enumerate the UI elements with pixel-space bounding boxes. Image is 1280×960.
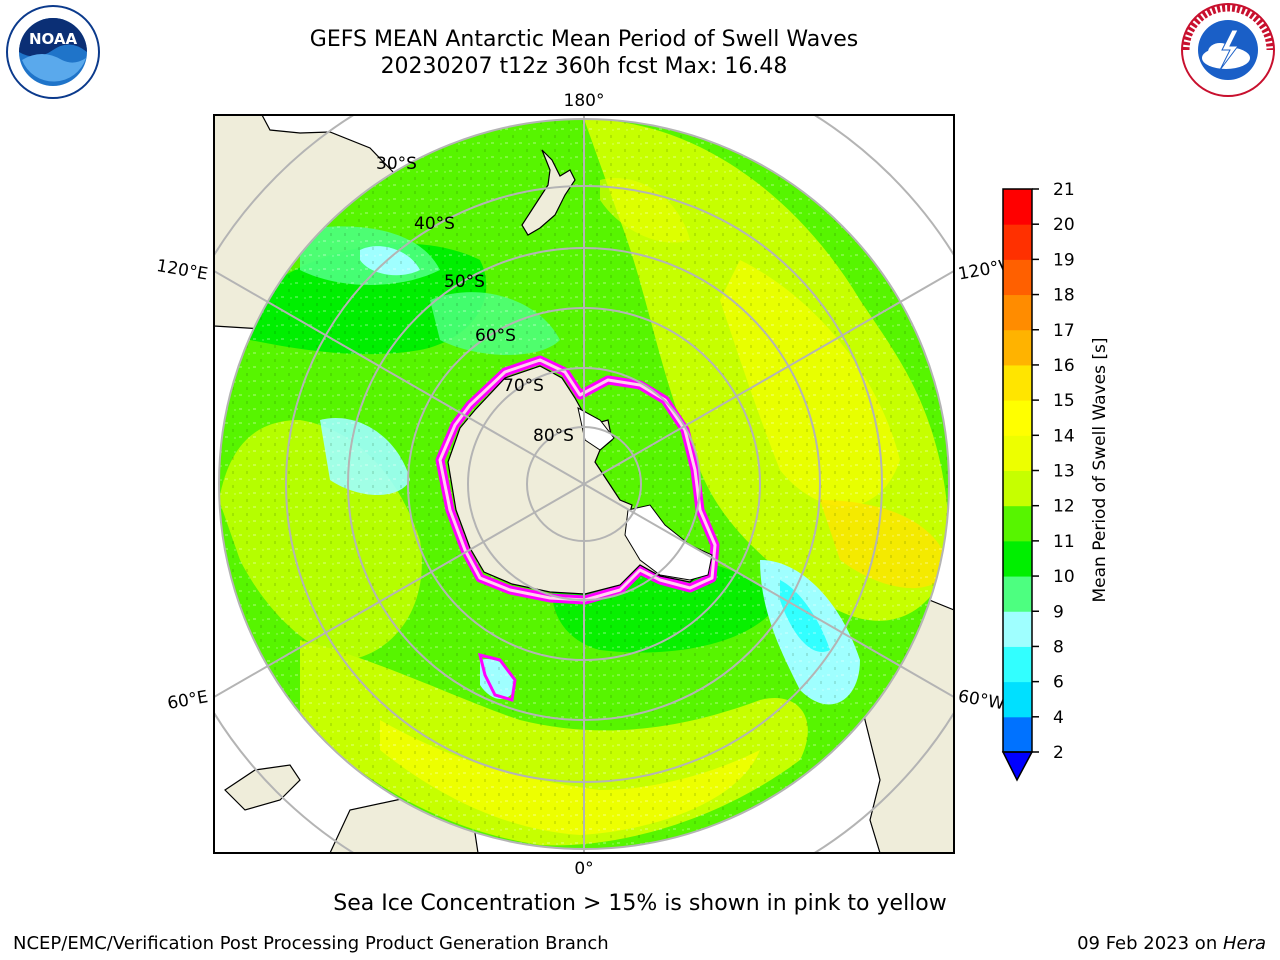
colorbar-swatch [1003,611,1032,647]
colorbar: 2 4 6 8 9 10 11 12 13 14 15 16 17 18 19 20 21 Mean Perio… [1001,180,1110,782]
colorbar-tick-label: 12 [1053,497,1075,517]
colorbar-swatch [1003,470,1032,507]
colorbar-swatch [1003,294,1032,331]
colorbar-swatch [1003,435,1032,471]
colorbar-tick-label: 2 [1053,743,1064,763]
colorbar-tick-label: 14 [1053,426,1075,446]
colorbar-swatch [1003,681,1032,718]
lat-label-30s: 30°S [376,154,417,174]
colorbar-tick-label: 19 [1053,250,1075,270]
colorbar-tick-label: 13 [1053,462,1075,482]
noaa-logo-icon: NOAA [6,5,100,99]
lat-label-60s: 60°S [475,326,516,346]
map-frame-border [213,114,955,854]
colorbar-tick-label: 16 [1053,356,1075,376]
lat-label-50s: 50°S [444,272,485,292]
colorbar-tick-label: 10 [1053,567,1075,587]
sea-ice-caption: Sea Ice Concentration > 15% is shown in … [333,891,947,916]
colorbar-label: Mean Period of Swell Waves [s] [1090,338,1110,603]
lon-label-60e: 60°E [166,687,210,714]
lon-label-60w: 60°W [957,686,1007,714]
lat-label-80s: 80°S [533,426,574,446]
colorbar-tick-label: 20 [1053,215,1075,235]
colorbar-tick-label: 18 [1053,286,1075,306]
footer-credit: NCEP/EMC/Verification Post Processing Pr… [13,933,609,954]
chart-subtitle: 20230207 t12z 360h fcst Max: 16.48 [380,54,788,79]
colorbar-tick-label: 4 [1053,708,1064,728]
footer-date: 09 Feb 2023 on Hera [1077,933,1266,954]
nws-logo-icon [1181,3,1275,97]
lat-label-40s: 40°S [414,214,455,234]
colorbar-tick-label: 9 [1053,602,1064,622]
colorbar-swatch [1003,576,1032,612]
colorbar-tick-label: 11 [1053,532,1075,552]
lon-label-120e: 120°E [155,256,209,285]
colorbar-tick-label: 8 [1053,637,1064,657]
footer-date-text: 09 Feb 2023 on [1077,933,1223,954]
colorbar-swatch [1003,364,1032,401]
colorbar-swatch [1003,716,1032,753]
colorbar-swatch [1003,505,1032,542]
colorbar-swatch [1003,189,1032,225]
lon-label-180: 180° [564,91,605,111]
colorbar-tick-label: 6 [1053,673,1064,693]
colorbar-swatch [1003,540,1032,577]
colorbar-swatch [1003,259,1032,296]
lat-label-70s: 70°S [503,376,544,396]
colorbar-tick-label: 17 [1053,321,1075,341]
colorbar-tick-label: 21 [1053,180,1075,200]
graticule [214,115,954,853]
footer-host: Hera [1222,933,1266,954]
colorbar-swatch [1003,329,1032,366]
noaa-logo-text: NOAA [29,30,78,48]
colorbar-swatch [1003,400,1032,436]
colorbar-tick-label: 15 [1053,391,1075,411]
colorbar-under-triangle [1001,751,1034,782]
colorbar-ticks: 2 4 6 8 9 10 11 12 13 14 15 16 17 18 19 20 21 [1032,180,1075,763]
colorbar-swatch [1003,224,1032,260]
colorbar-swatches [1003,189,1032,753]
chart-title: GEFS MEAN Antarctic Mean Period of Swell… [309,27,859,52]
lon-label-0: 0° [574,859,593,879]
colorbar-swatch [1003,646,1032,683]
